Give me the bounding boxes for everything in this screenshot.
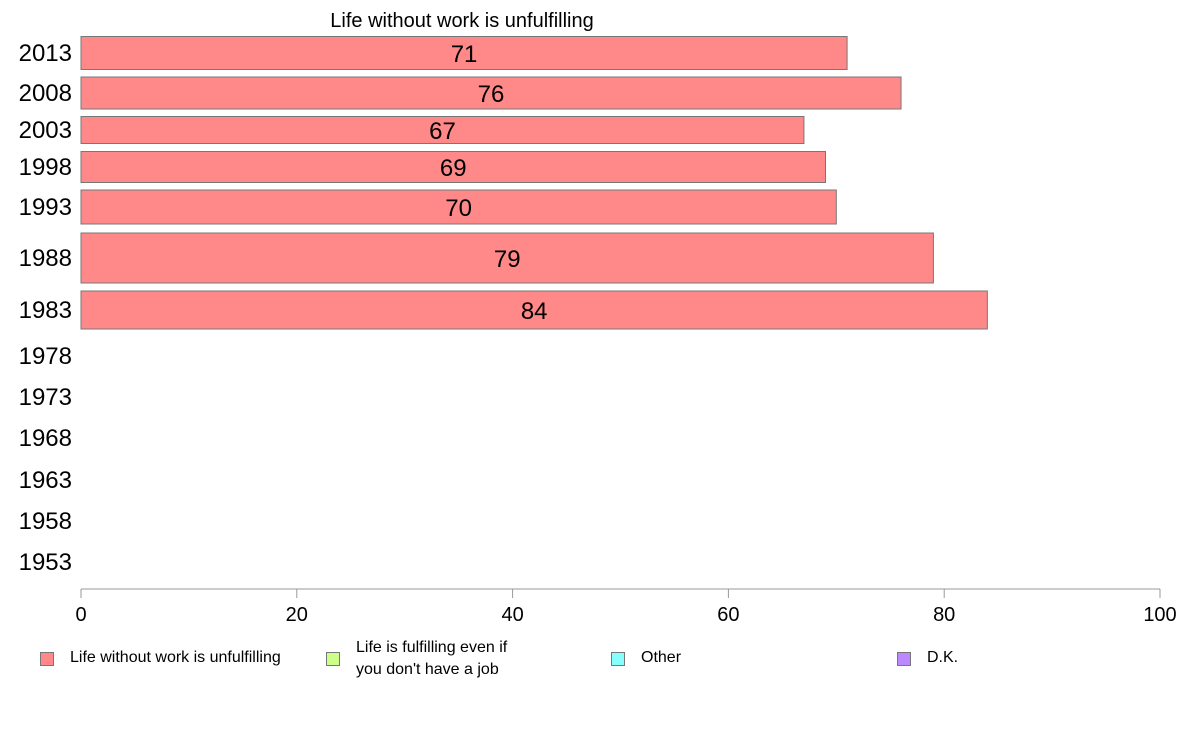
y-tick-label-2003: 2003 (19, 117, 72, 144)
chart-title: Life without work is unfulfilling (330, 10, 593, 32)
y-tick-label-1978: 1978 (19, 343, 72, 370)
legend-label: Other (641, 649, 682, 666)
x-tick-label-40: 40 (501, 604, 523, 626)
y-tick-label-1968: 1968 (19, 425, 72, 452)
legend-swatch (611, 652, 625, 666)
y-tick-label-1988: 1988 (19, 245, 72, 272)
data-label-1983: 84 (521, 298, 548, 325)
y-tick-label-1953: 1953 (19, 549, 72, 576)
bar-2003 (80, 116, 805, 144)
y-tick-label-1958: 1958 (19, 508, 72, 535)
legend-swatch (40, 652, 54, 666)
y-tick-label-1983: 1983 (19, 297, 72, 324)
y-axis-labels: 2013 2008 2003 1998 1993 1988 1983 1978 1973 1968… (19, 40, 72, 576)
legend-label: Life without work is unfulfilling (70, 649, 281, 666)
legend-swatch (326, 652, 340, 666)
legend-item-other: Other (611, 638, 811, 669)
data-label-2008: 76 (478, 81, 505, 108)
bar-2013 (80, 36, 848, 70)
y-tick-label-1993: 1993 (19, 194, 72, 221)
x-axis: 0 20 40 60 80 100 (75, 588, 1177, 626)
data-label-2013: 71 (451, 41, 478, 68)
x-tick-label-100: 100 (1143, 604, 1176, 626)
legend-label: D.K. (927, 649, 959, 666)
x-tick-label-80: 80 (933, 604, 955, 626)
bar-1993 (80, 189, 837, 225)
data-label-1988: 79 (494, 246, 521, 273)
legend-item-dk: D.K. (897, 638, 1097, 669)
legend-item-life-fulfilling: Life is fulfilling even if you don't hav… (326, 638, 536, 681)
legend-item-life-without-work: Life without work is unfulfilling (40, 638, 330, 669)
data-label-1993: 70 (445, 195, 472, 222)
bar-1983 (80, 290, 988, 330)
bar-1988 (80, 232, 934, 284)
y-tick-label-2013: 2013 (19, 40, 72, 67)
data-label-1998: 69 (440, 155, 467, 182)
legend: Life without work is unfulfilling Life i… (0, 638, 1188, 688)
x-tick-label-60: 60 (717, 604, 739, 626)
bar-1998 (80, 151, 827, 183)
legend-swatch (897, 652, 911, 666)
data-label-2003: 67 (429, 118, 456, 145)
x-tick-label-0: 0 (75, 604, 86, 626)
y-tick-label-1998: 1998 (19, 154, 72, 181)
y-tick-label-1963: 1963 (19, 467, 72, 494)
x-tick-label-20: 20 (286, 604, 308, 626)
legend-label: Life is fulfilling even if you don't hav… (356, 639, 508, 678)
y-tick-label-1973: 1973 (19, 384, 72, 411)
y-tick-label-2008: 2008 (19, 80, 72, 107)
bar-2008 (80, 76, 902, 110)
